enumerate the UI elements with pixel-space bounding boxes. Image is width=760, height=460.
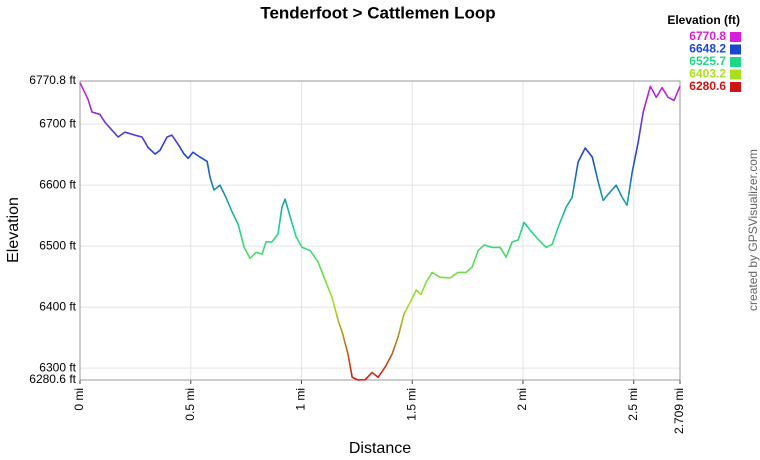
x-tick-label: 1.5 mi xyxy=(404,388,418,421)
legend-swatch xyxy=(730,32,741,42)
x-axis-label: Distance xyxy=(349,440,411,457)
y-tick-label: 6400 ft xyxy=(39,299,76,313)
plot-frame xyxy=(79,80,681,381)
legend-title: Elevation (ft) xyxy=(667,13,740,27)
y-tick-label: 6280.6 ft xyxy=(29,372,76,386)
y-tick-label: 6700 ft xyxy=(39,116,76,130)
x-tick-label: 0.5 mi xyxy=(183,388,197,421)
legend-swatch xyxy=(730,57,741,67)
legend-swatch xyxy=(730,82,741,92)
y-tick-label: 6300 ft xyxy=(39,360,76,374)
elevation-line xyxy=(79,82,681,381)
legend-swatch xyxy=(730,69,741,80)
legend-swatch xyxy=(730,44,741,55)
x-tick-label: 2 mi xyxy=(515,388,529,411)
legend-label: 6280.6 xyxy=(689,79,726,93)
y-tick-label: 6600 ft xyxy=(39,177,76,191)
legend-label: 6770.8 xyxy=(689,29,726,43)
legend-label: 6525.7 xyxy=(689,54,726,68)
legend-label: 6403.2 xyxy=(689,67,726,81)
x-tick-label: 0 mi xyxy=(72,388,86,411)
x-tick-label: 1 mi xyxy=(294,388,308,411)
x-tick-label: 2.5 mi xyxy=(626,388,640,421)
credit: created by GPSVisualizer.com xyxy=(746,149,760,311)
y-tick-label: 6770.8 ft xyxy=(29,73,76,87)
legend-label: 6648.2 xyxy=(689,42,726,56)
y-tick-label: 6500 ft xyxy=(39,238,76,252)
x-tick-label: 2.709 mi xyxy=(672,388,686,434)
chart-title: Tenderfoot > Cattlemen Loop xyxy=(260,3,495,22)
y-axis-label: Elevation xyxy=(5,197,22,263)
